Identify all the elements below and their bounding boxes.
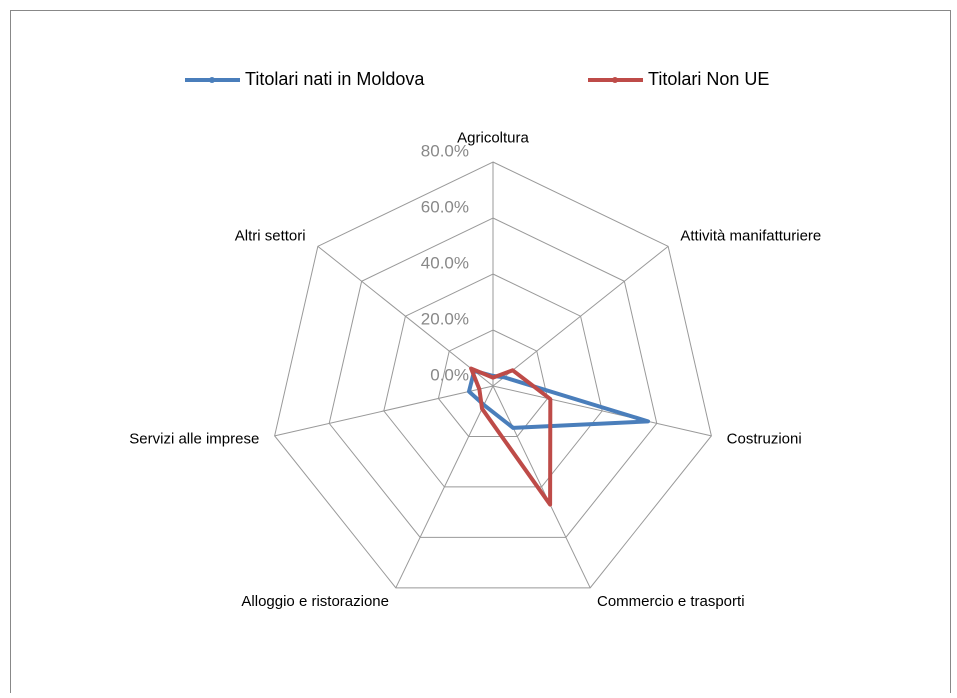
series-line xyxy=(469,366,553,507)
grid-ring xyxy=(328,217,658,538)
y-tick-label: 40.0% xyxy=(421,253,469,272)
legend-marker xyxy=(209,77,215,83)
spoke xyxy=(492,245,669,387)
legend-label: Titolari Non UE xyxy=(648,69,769,89)
category-label: Commercio e trasporti xyxy=(597,593,745,610)
grid-ring xyxy=(274,161,712,589)
category-label: Altri settori xyxy=(235,228,306,245)
y-tick-label: 80.0% xyxy=(421,141,469,160)
category-label: Servizi alle imprese xyxy=(129,430,259,447)
grid-ring xyxy=(437,329,549,437)
spoke xyxy=(274,385,494,437)
spoke xyxy=(317,245,494,387)
legend-marker xyxy=(612,77,618,83)
spoke xyxy=(395,385,494,589)
category-label: Attività manifatturiere xyxy=(680,228,821,245)
y-tick-label: 20.0% xyxy=(421,309,469,328)
spoke xyxy=(492,385,591,589)
spoke xyxy=(492,385,712,437)
category-label: Costruzioni xyxy=(727,430,802,447)
category-label: Alloggio e ristorazione xyxy=(241,593,389,610)
y-tick-label: 0.0% xyxy=(430,365,469,384)
category-label: Agricoltura xyxy=(457,129,529,146)
legend-label: Titolari nati in Moldova xyxy=(245,69,425,89)
grid-ring xyxy=(383,273,603,488)
frame xyxy=(10,10,951,698)
y-tick-label: 60.0% xyxy=(421,197,469,216)
series-line xyxy=(466,368,651,430)
